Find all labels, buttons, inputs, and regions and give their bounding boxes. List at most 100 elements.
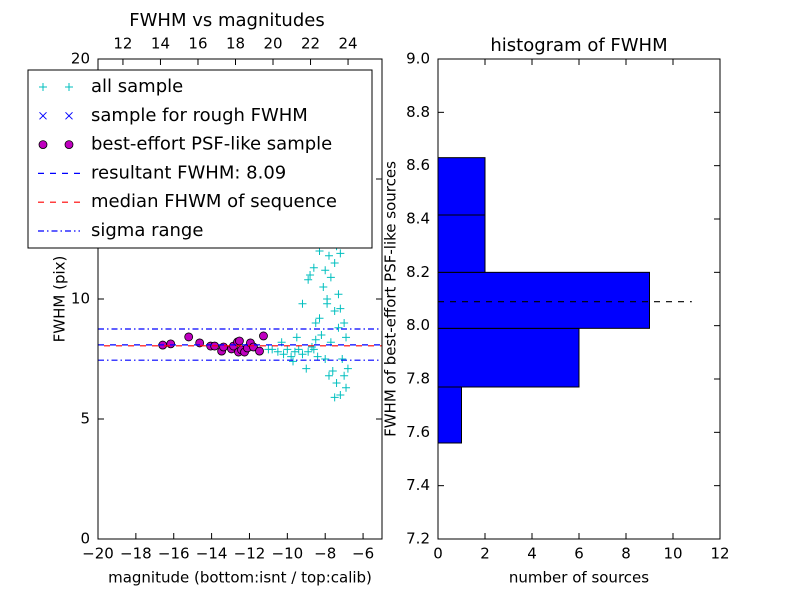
y-tick-label: 8.2 <box>406 263 430 281</box>
histogram-bar <box>437 327 580 388</box>
y-tick-label: 5 <box>80 410 90 428</box>
plus-marker <box>342 383 351 392</box>
x-tick-label: 2 <box>480 545 490 563</box>
x-tick-label: −14 <box>196 545 228 563</box>
plus-marker <box>313 352 322 361</box>
plus-marker <box>279 350 288 359</box>
y-tick-label: 8.4 <box>406 210 430 228</box>
x-tick-label: −20 <box>82 545 114 563</box>
plus-marker <box>264 345 273 354</box>
x-tick-label: 6 <box>574 545 584 563</box>
top-tick-label: 16 <box>188 35 207 53</box>
plus-marker <box>336 391 345 399</box>
plus-marker <box>321 266 330 275</box>
x-axis-label: number of sources <box>509 569 649 587</box>
top-tick-label: 22 <box>301 35 320 53</box>
plus-marker <box>328 367 337 375</box>
x-marker <box>65 111 73 120</box>
circle-marker <box>38 140 48 150</box>
axes-frame <box>437 58 721 540</box>
x-tick-label: −8 <box>314 545 336 563</box>
legend-label: all sample <box>91 76 183 97</box>
x-tick-label: 8 <box>621 545 631 563</box>
plus-marker <box>330 259 339 267</box>
legend-label: resultant FWHM: 8.09 <box>91 162 286 183</box>
plus-marker <box>39 83 47 91</box>
legend-label: sample for rough FWHM <box>91 105 308 126</box>
plus-marker <box>321 355 330 363</box>
plus-marker <box>311 319 320 327</box>
circle-marker <box>64 140 74 150</box>
x-tick-label: 12 <box>710 545 729 563</box>
plus-marker <box>317 331 326 339</box>
plus-marker <box>289 357 298 366</box>
plus-marker <box>324 371 333 380</box>
y-tick-label: 0 <box>80 530 90 548</box>
histogram-bar <box>437 157 486 216</box>
circle-marker <box>255 346 264 356</box>
circle-marker <box>166 339 176 349</box>
top-tick-label: 14 <box>151 35 170 53</box>
top-tick-label: 12 <box>113 35 132 53</box>
plus-marker <box>330 393 339 402</box>
y-axis-label: FWHM of best-effort PSF-like sources <box>382 161 400 437</box>
plus-marker <box>338 355 347 363</box>
y-tick-label: 20 <box>71 50 90 68</box>
top-tick-label: 18 <box>226 35 245 53</box>
plus-marker <box>65 83 73 91</box>
plus-marker <box>304 347 313 356</box>
plus-marker <box>330 307 339 315</box>
plus-marker <box>309 263 318 272</box>
x-marker <box>39 111 47 120</box>
x-tick-label: 4 <box>527 545 537 563</box>
y-tick-label: 7.6 <box>406 423 430 441</box>
top-tick-label: 20 <box>263 35 282 53</box>
plus-marker <box>302 364 311 373</box>
circle-marker <box>235 336 244 346</box>
plus-marker <box>292 333 301 342</box>
chart-title: histogram of FWHM <box>490 35 667 56</box>
y-tick-label: 10 <box>71 290 90 308</box>
histogram-bar <box>437 386 462 444</box>
plus-marker <box>336 304 345 313</box>
plus-marker <box>334 290 343 299</box>
plus-marker <box>343 364 352 373</box>
circle-marker <box>219 342 228 352</box>
plus-marker <box>273 347 282 356</box>
y-tick-label: 7.8 <box>406 370 430 388</box>
x-tick-label: 10 <box>663 545 682 563</box>
plus-marker <box>304 275 313 284</box>
y-tick-label: 8.0 <box>406 316 430 334</box>
plus-marker <box>298 350 307 359</box>
x-tick-label: 0 <box>433 545 443 563</box>
plus-marker <box>340 371 349 380</box>
y-tick-label: 8.8 <box>406 103 430 121</box>
plus-marker <box>326 273 335 282</box>
x-tick-label: −6 <box>352 545 374 563</box>
top-tick-label: 24 <box>339 35 358 53</box>
x-tick-label: −10 <box>272 545 304 563</box>
legend-label: best-effort PSF-like sample <box>91 134 332 155</box>
plus-marker <box>309 345 318 354</box>
plus-marker <box>311 335 320 344</box>
plus-marker <box>324 251 333 260</box>
plus-marker <box>306 271 315 279</box>
y-axis-label: FWHM (pix) <box>51 256 69 343</box>
plus-marker <box>340 319 349 327</box>
plus-marker <box>319 283 328 291</box>
plus-marker <box>336 249 345 258</box>
legend-label: median FHWM of sequence <box>91 191 337 212</box>
y-tick-label: 7.4 <box>406 476 430 494</box>
histogram-bar <box>437 271 650 329</box>
x-tick-label: −18 <box>120 545 152 563</box>
legend-box <box>27 69 373 249</box>
plus-marker <box>334 323 343 332</box>
plus-marker <box>298 299 307 308</box>
y-tick-label: 8.6 <box>406 156 430 174</box>
plus-marker <box>323 295 332 303</box>
plus-marker <box>342 333 351 342</box>
plus-marker <box>315 314 324 323</box>
histogram-bar <box>437 214 486 273</box>
axes-frame <box>97 58 383 540</box>
